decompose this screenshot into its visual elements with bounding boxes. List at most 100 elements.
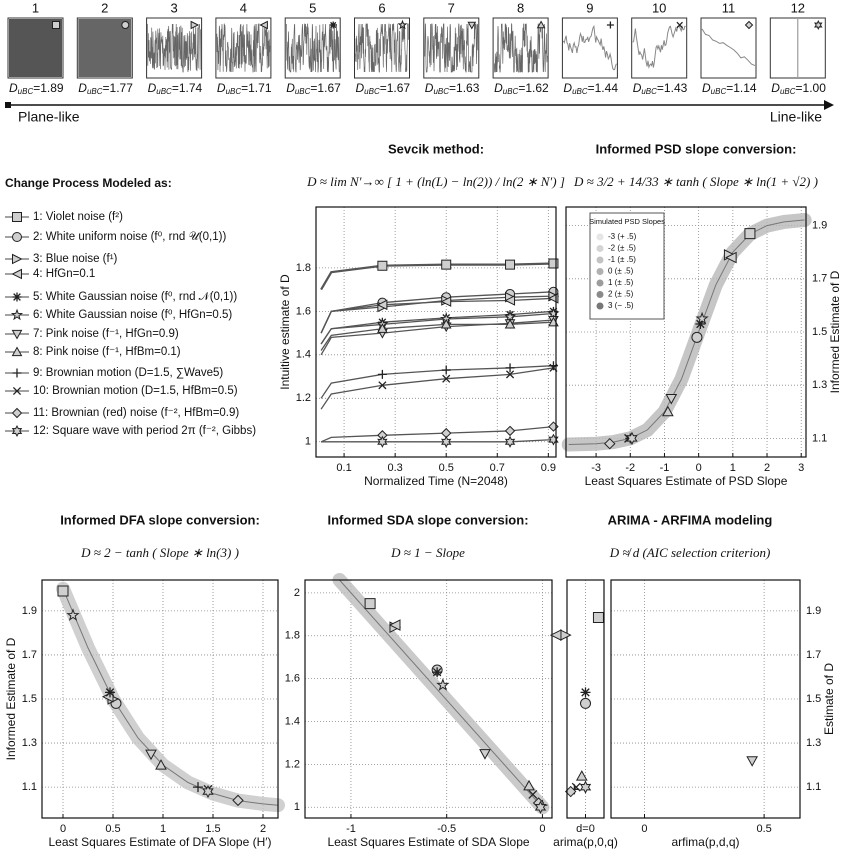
thumb-marker: [190, 20, 200, 30]
thumb-number: 3: [170, 0, 177, 15]
d-symbol: D: [702, 81, 711, 95]
scale-label-right: Line-like: [770, 109, 822, 125]
data-point: [505, 259, 516, 270]
thumb-label: DuBC=1.43: [633, 81, 688, 96]
x-axis-label: Least Squares Estimate of DFA Slope (H′): [48, 835, 271, 849]
y-axis-label: Informed Estimate of D: [828, 270, 842, 393]
data-point: [155, 759, 167, 770]
legend-entry: 8: Pink noise (f⁻¹, HfBm=0.1): [33, 346, 181, 358]
legend-marker: [10, 308, 24, 321]
d-value: =1.62: [518, 81, 549, 95]
d-symbol: D: [771, 81, 780, 95]
thumb-label: DuBC=1.77: [78, 81, 133, 96]
d-value: =1.00: [796, 81, 827, 95]
data-point: [548, 258, 559, 269]
d-subscript: uBC: [156, 87, 172, 96]
series-line: [320, 312, 554, 345]
legend-entry: 3: Blue noise (f¹): [33, 253, 118, 265]
d-subscript: uBC: [18, 87, 34, 96]
d-subscript: uBC: [433, 87, 449, 96]
y-tick-label: 1.6: [285, 673, 300, 685]
legend-marker: [11, 268, 22, 280]
data-point: [744, 228, 756, 240]
plot-frame: [565, 206, 807, 458]
chart-formula: D ≉ d (AIC selection criterion): [609, 545, 771, 560]
data-point: [604, 437, 616, 450]
y-tick-label: 1.8: [296, 262, 311, 274]
curve-line: [568, 219, 805, 445]
thumb-noise: [701, 28, 756, 67]
chart-panel: 0 0.5 1.1 1.3 1.5 1.7 1.9 arfima(p,d,q) Estimate…: [549, 579, 836, 849]
data-point: [503, 310, 517, 322]
x-tick-label: 0: [539, 823, 545, 835]
x-tick-label: 1: [730, 462, 736, 474]
d-symbol: D: [148, 81, 157, 95]
data-point: [66, 608, 80, 621]
data-point: [505, 370, 515, 379]
series-line: [320, 262, 554, 291]
thumb-number: 4: [240, 0, 247, 15]
thumb-noise: [216, 23, 271, 73]
y-tick-label: 1.9: [812, 220, 827, 232]
chart-panel: -3 -2 -1 0 1 2 3 1.1 1.3 1.5 1.7 1.9 Informed PSD sl…: [561, 141, 842, 488]
data-point: [548, 433, 559, 446]
y-tick-label: 1.3: [812, 379, 827, 391]
series-line: [320, 365, 554, 399]
thumb-number: 8: [517, 0, 524, 15]
thumb-marker: [259, 20, 268, 30]
data-point: [528, 789, 538, 799]
data-point: [436, 678, 450, 691]
data-point: [442, 374, 451, 383]
thumb-frame: [700, 17, 757, 79]
x-axis-label: Least Squares Estimate of SDA Slope: [327, 835, 529, 849]
legend-box-entry: 2 (± .5): [608, 290, 634, 299]
x-tick-label: 0.7: [490, 462, 505, 474]
x-axis-label: arima(p,0,q): [553, 835, 618, 849]
chart-panel: -1 -0.5 0 1 1.2 1.4 1.6 1.8 2 Informed SDA slope …: [285, 512, 553, 849]
y-tick-label: 1.5: [812, 326, 827, 338]
chart-title: Informed DFA slope conversion:: [60, 512, 260, 527]
data-point: [505, 363, 515, 373]
plot-frame: [304, 579, 553, 819]
series-line: [320, 321, 554, 351]
series-line: [320, 319, 554, 356]
data-point: [626, 431, 638, 445]
d-subscript: uBC: [641, 87, 657, 96]
x-tick-label: 0.1: [336, 462, 351, 474]
y-axis-label: Informed Estimate of D: [4, 637, 18, 760]
series-line: [320, 367, 554, 410]
x-tick-label: 0.3: [388, 462, 403, 474]
y-axis-label: Estimate of D: [822, 663, 836, 735]
thumb-noise: [285, 23, 340, 73]
legend-entry: 4: HfGn=0.1: [33, 268, 95, 280]
d-symbol: D: [217, 81, 226, 95]
d-value: =1.43: [657, 81, 688, 95]
d-subscript: uBC: [295, 87, 311, 96]
d-subscript: uBC: [364, 87, 380, 96]
data-point: [364, 598, 376, 610]
thumb-marker: [536, 20, 546, 29]
d-value: =1.77: [103, 81, 134, 95]
legend-entry: 1: Violet noise (f²): [33, 211, 123, 223]
chart-title: Sevcik method:: [388, 141, 484, 156]
d-value: =1.44: [588, 81, 619, 95]
y-tick-label: 1.9: [806, 605, 821, 617]
data-point: [441, 259, 452, 270]
data-point: [575, 770, 588, 781]
y-tick-label: 1.2: [296, 392, 311, 404]
thumb-marker: [397, 19, 408, 30]
legend-swatch: [596, 279, 604, 287]
data-point: [523, 779, 535, 791]
y-tick-label: 1.3: [806, 737, 821, 749]
y-tick-label: 1.7: [22, 649, 37, 661]
thumb-marker: [467, 21, 477, 30]
x-tick-label: -0.5: [437, 823, 456, 835]
thumb-number: 5: [309, 0, 316, 15]
thumb-number: 11: [722, 0, 736, 15]
thumb-marker: [329, 21, 337, 29]
y-tick-label: 1.9: [22, 605, 37, 617]
thumb-marker: [814, 20, 823, 30]
data-point: [377, 323, 388, 333]
thumb-marker: [676, 21, 683, 29]
